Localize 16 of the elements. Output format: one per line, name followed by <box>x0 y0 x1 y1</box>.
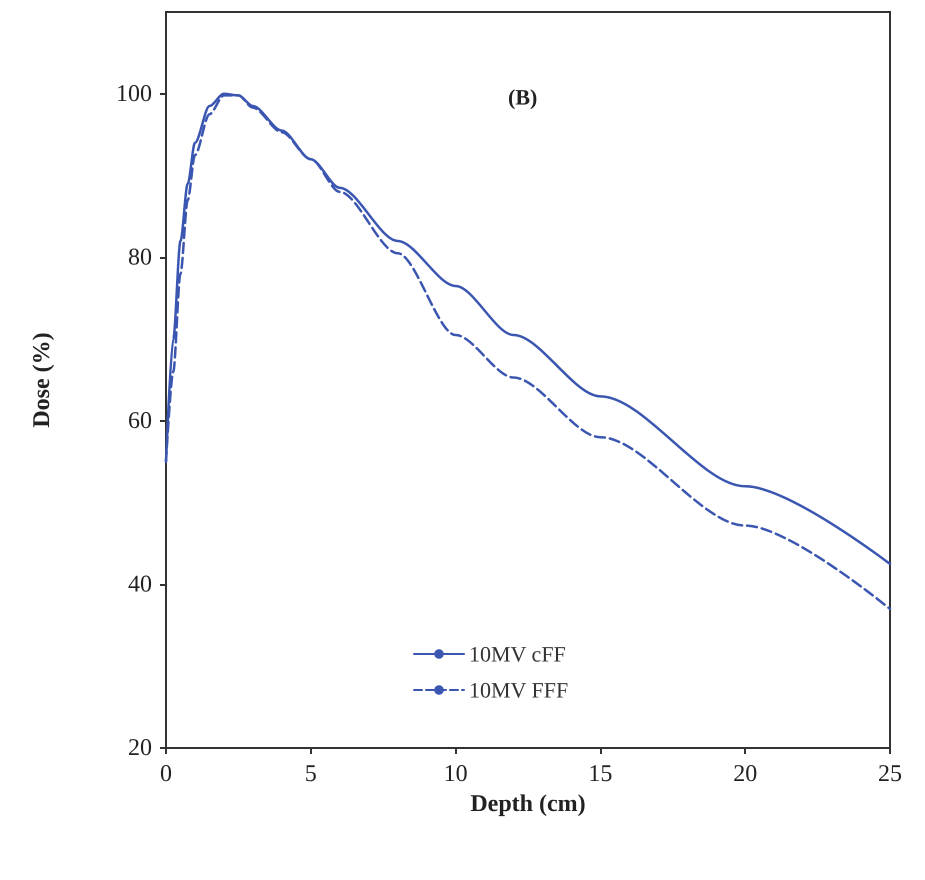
y-tick-label: 60 <box>128 408 152 434</box>
y-axis-title: Dose (%) <box>29 332 55 428</box>
y-tick-label: 100 <box>116 80 152 107</box>
x-tick-label: 0 <box>160 761 172 787</box>
legend-label: 10MV FFF <box>469 678 568 702</box>
x-tick-label: 25 <box>878 761 902 787</box>
x-tick-label: 10 <box>444 761 468 787</box>
annotation: (B) <box>508 84 538 110</box>
y-tick-label: 20 <box>128 735 152 761</box>
x-tick-label: 20 <box>733 761 758 787</box>
legend-label: 10MV cFF <box>469 642 566 666</box>
x-axis-title: Depth (cm) <box>470 791 586 817</box>
x-tick-label: 15 <box>588 761 612 787</box>
x-tick-label: 5 <box>304 761 317 787</box>
y-tick-label: 40 <box>128 571 152 598</box>
y-tick-label: 80 <box>128 244 152 270</box>
